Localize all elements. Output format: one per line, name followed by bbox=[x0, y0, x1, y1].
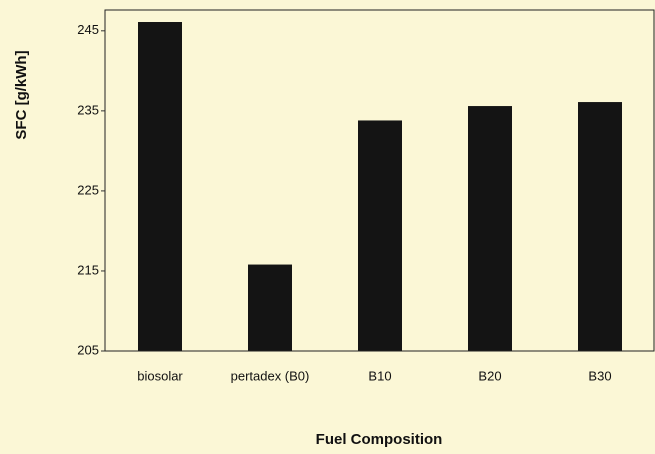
bar bbox=[138, 22, 182, 351]
bar bbox=[358, 120, 402, 352]
y-tick-label: 225 bbox=[77, 182, 99, 197]
bar bbox=[578, 102, 622, 352]
bar bbox=[468, 106, 512, 351]
y-tick-label: 235 bbox=[77, 102, 99, 117]
y-tick-label: 215 bbox=[77, 262, 99, 277]
x-tick-label: B10 bbox=[368, 368, 391, 383]
y-axis-title: SFC [g/kWh] bbox=[13, 50, 30, 139]
x-tick-label: biosolar bbox=[137, 368, 183, 383]
x-axis-title: Fuel Composition bbox=[316, 431, 443, 448]
bar bbox=[248, 264, 292, 351]
y-tick-label: 245 bbox=[77, 22, 99, 37]
y-tick-label: 205 bbox=[77, 342, 99, 357]
x-tick-label: B20 bbox=[478, 368, 501, 383]
plot-frame bbox=[104, 9, 655, 352]
x-tick-label: pertadex (B0) bbox=[231, 368, 310, 383]
x-tick-label: B30 bbox=[588, 368, 611, 383]
